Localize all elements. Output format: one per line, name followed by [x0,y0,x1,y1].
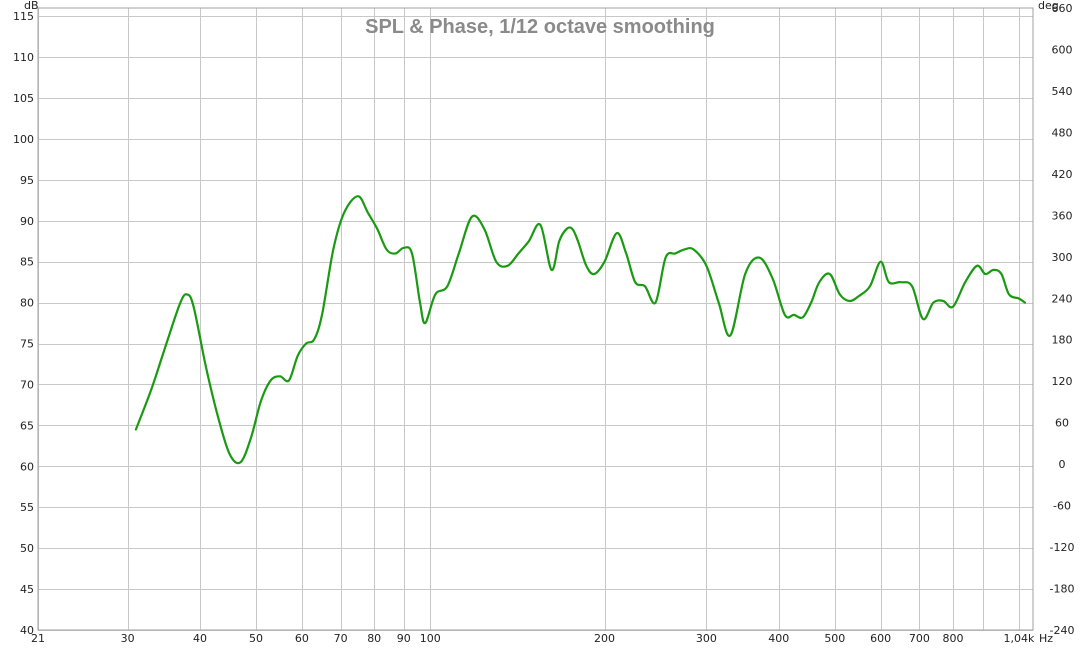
spl-series-line [134,195,1026,465]
y-tick-label: 70 [20,378,34,391]
y-tick-label: 45 [20,583,34,596]
y2-tick-label: 540 [1052,85,1073,98]
y2-tick-label: 600 [1052,43,1073,56]
y2-tick-label: 480 [1052,126,1073,139]
y-tick-label: 75 [20,338,34,351]
x-tick-label: 200 [594,632,615,645]
y2-tick-label: 180 [1052,334,1073,347]
x-tick-label: 80 [367,632,381,645]
x-tick-label: 700 [909,632,930,645]
x-tick-label: 90 [397,632,411,645]
y-tick-label: 60 [20,460,34,473]
grid-lines [38,8,1033,631]
series-layer [134,195,1026,465]
x-tick-label: 1,04k [1003,632,1034,645]
y2-tick-label: -120 [1050,541,1075,554]
y2-tick-label: 120 [1052,375,1073,388]
x-tick-label: 21 [31,632,45,645]
x-tick-label: 500 [824,632,845,645]
y-tick-label: 90 [20,215,34,228]
x-tick-label: 100 [420,632,441,645]
y2-tick-label: 0 [1059,458,1066,471]
plot-frame [37,7,1034,631]
y-tick-label: 105 [13,92,34,105]
y2-tick-label: 60 [1055,417,1069,430]
y2-axis-unit-label: deg [1038,0,1059,12]
x-tick-label: 60 [295,632,309,645]
y2-tick-label: 420 [1052,168,1073,181]
x-tick-label: 70 [334,632,348,645]
y2-tick-label: 360 [1052,209,1073,222]
y-tick-label: 65 [20,419,34,432]
x-axis-unit-label: Hz [1039,632,1053,645]
x-tick-label: 50 [249,632,263,645]
y-tick-label: 80 [20,297,34,310]
chart-title: SPL & Phase, 1/12 octave smoothing [365,16,715,38]
y2-tick-label: 300 [1052,251,1073,264]
x-tick-label: 30 [121,632,135,645]
y-tick-label: 115 [13,10,34,23]
x-tick-label: 600 [870,632,891,645]
y-tick-label: 95 [20,174,34,187]
y2-tick-label: -60 [1053,500,1071,513]
y2-tick-label: 240 [1052,292,1073,305]
y-tick-label: 110 [13,51,34,64]
x-tick-label: 300 [696,632,717,645]
y2-tick-label: -240 [1050,624,1075,637]
y-tick-label: 100 [13,133,34,146]
y-tick-label: 40 [20,624,34,637]
x-tick-label: 40 [193,632,207,645]
y-tick-label: 85 [20,256,34,269]
x-tick-label: 400 [768,632,789,645]
y-tick-label: 55 [20,501,34,514]
x-tick-label: 800 [942,632,963,645]
y2-tick-label: -180 [1050,583,1075,596]
y-axis-unit-label: dB [24,0,39,12]
axis-labels: 21 30 40 50 60 70 80 90 100 200 300 400 500 600 700 800… [13,2,1074,645]
y-tick-label: 50 [20,542,34,555]
y2-tick-label: 660 [1052,2,1073,15]
